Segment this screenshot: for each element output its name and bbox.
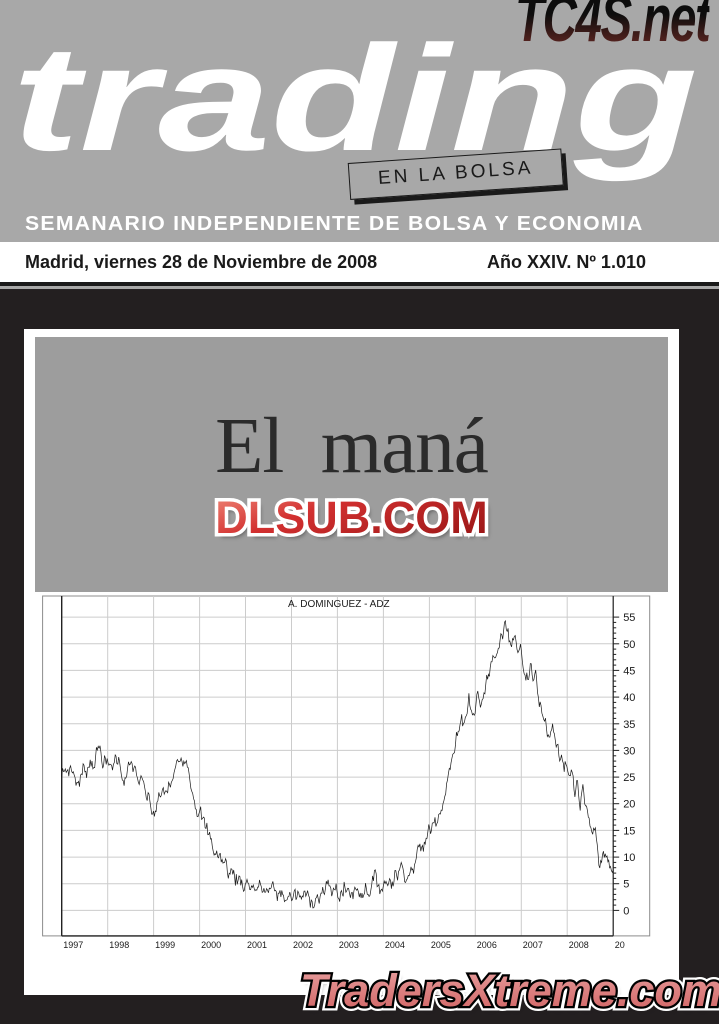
svg-text:2004: 2004 [385, 940, 405, 950]
svg-text:A. DOMINGUEZ - ADZ: A. DOMINGUEZ - ADZ [288, 599, 390, 610]
svg-text:2002: 2002 [293, 940, 313, 950]
svg-text:2006: 2006 [477, 940, 497, 950]
svg-text:45: 45 [623, 665, 635, 677]
svg-text:25: 25 [623, 772, 635, 784]
svg-text:2000: 2000 [201, 940, 221, 950]
svg-text:1998: 1998 [109, 940, 129, 950]
svg-text:5: 5 [623, 879, 629, 891]
svg-text:1999: 1999 [155, 940, 175, 950]
svg-text:2001: 2001 [247, 940, 267, 950]
svg-text:0: 0 [623, 905, 629, 917]
svg-text:2003: 2003 [339, 940, 359, 950]
svg-text:40: 40 [623, 692, 635, 704]
svg-text:2005: 2005 [431, 940, 451, 950]
svg-text:55: 55 [623, 612, 635, 624]
svg-text:30: 30 [623, 745, 635, 757]
svg-text:50: 50 [623, 639, 635, 651]
svg-text:2008: 2008 [569, 940, 589, 950]
svg-text:20: 20 [615, 940, 625, 950]
svg-text:1997: 1997 [63, 940, 83, 950]
svg-text:10: 10 [623, 852, 635, 864]
svg-text:35: 35 [623, 719, 635, 731]
svg-text:15: 15 [623, 825, 635, 837]
svg-text:20: 20 [623, 799, 635, 811]
svg-text:2007: 2007 [523, 940, 543, 950]
